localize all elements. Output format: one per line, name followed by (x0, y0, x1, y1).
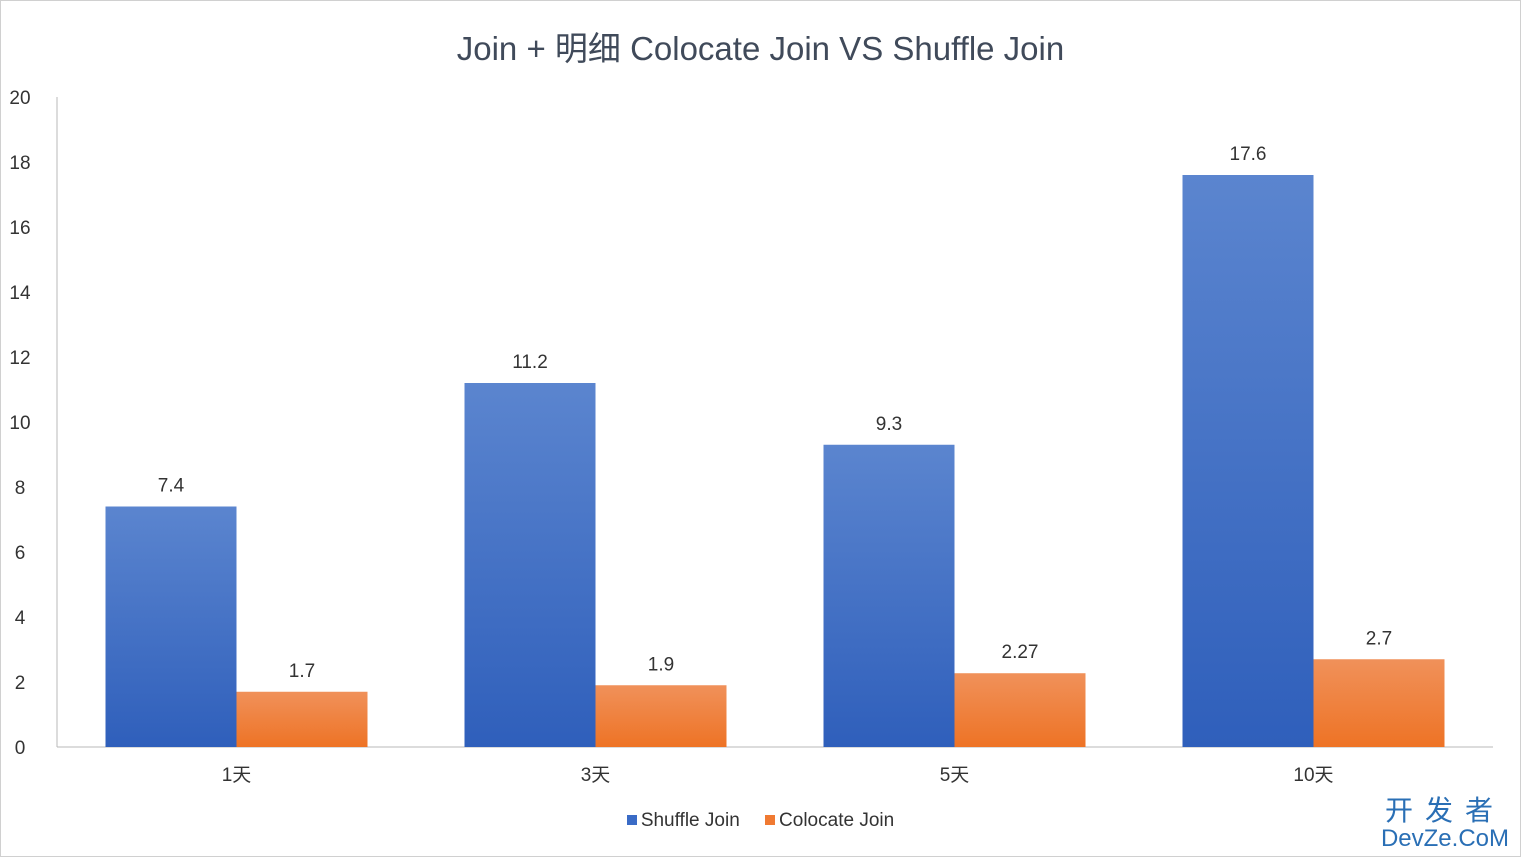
data-label: 9.3 (876, 414, 902, 435)
x-category-label: 10天 (1293, 765, 1333, 786)
legend-label-shuffle-join: Shuffle Join (640, 810, 740, 831)
data-label: 2.7 (1366, 628, 1392, 649)
x-category-label: 1天 (222, 765, 252, 786)
bar-shuffle-join (464, 383, 596, 747)
y-tick-label: 2 (15, 673, 26, 694)
chart-title: Join + 明细 Colocate Join VS Shuffle Join (456, 30, 1065, 67)
bars: 7.4 1.7 11.2 1.9 9.3 2.27 17.6 2.7 (105, 144, 1445, 747)
watermark-logo: 开发者 DevZe.CoM (1381, 797, 1509, 851)
bar-colocate-join (954, 673, 1086, 747)
y-tick-label: 14 (9, 283, 31, 304)
legend-label-colocate-join: Colocate Join (779, 810, 895, 831)
bar-colocate-join (236, 691, 368, 747)
y-axis-ticks: 0 2 4 6 8 10 12 14 16 18 20 (9, 88, 31, 759)
data-label: 2.27 (1002, 642, 1039, 663)
data-label: 11.2 (512, 352, 548, 373)
legend-item-shuffle-join: Shuffle Join (626, 810, 740, 832)
bar-shuffle-join (105, 506, 237, 747)
data-label: 17.6 (1230, 144, 1267, 165)
data-label: 7.4 (158, 476, 185, 497)
y-tick-label: 8 (15, 478, 26, 499)
y-tick-label: 0 (15, 738, 26, 759)
x-category-label: 3天 (581, 765, 611, 786)
y-tick-label: 16 (9, 218, 30, 239)
watermark-line1: 开发者 (1384, 795, 1505, 826)
y-tick-label: 4 (15, 608, 26, 629)
bar-shuffle-join (1182, 175, 1314, 747)
legend-swatch-shuffle-join (626, 815, 637, 825)
bar-colocate-join (595, 685, 727, 747)
data-label: 1.9 (648, 654, 674, 675)
legend-item-colocate-join: Colocate Join (765, 810, 894, 832)
bar-shuffle-join (823, 444, 955, 747)
watermark-line2: DevZe.CoM (1380, 825, 1509, 852)
legend-swatch-colocate-join (765, 815, 776, 825)
x-axis-labels: 1天 3天 5天 10天 (222, 765, 1334, 786)
data-label: 1.7 (289, 661, 315, 682)
x-category-label: 5天 (940, 765, 970, 786)
y-tick-label: 20 (9, 88, 30, 109)
y-tick-label: 6 (15, 543, 26, 564)
y-tick-label: 12 (9, 348, 30, 369)
y-tick-label: 18 (9, 153, 30, 174)
bar-colocate-join (1313, 659, 1445, 747)
y-tick-label: 10 (9, 413, 30, 434)
legend: Shuffle Join Colocate Join (0, 810, 1521, 832)
